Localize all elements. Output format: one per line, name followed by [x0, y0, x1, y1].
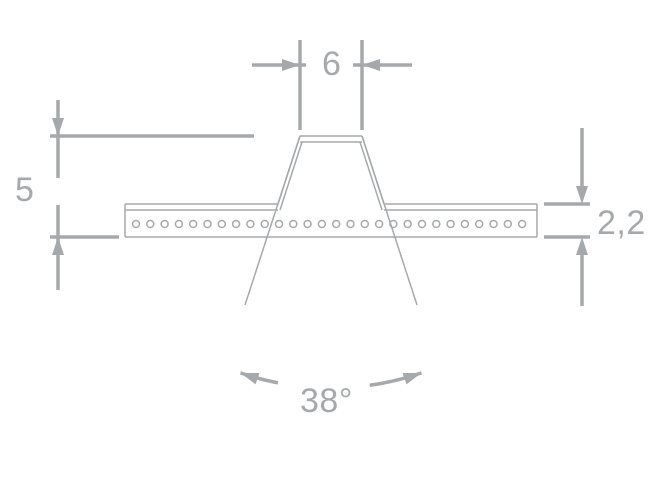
dimension-label: 38°	[300, 382, 353, 420]
dimension-label: 5	[15, 171, 34, 209]
dimension-label: 2,2	[597, 204, 646, 242]
dimension-label: 6	[322, 45, 341, 83]
